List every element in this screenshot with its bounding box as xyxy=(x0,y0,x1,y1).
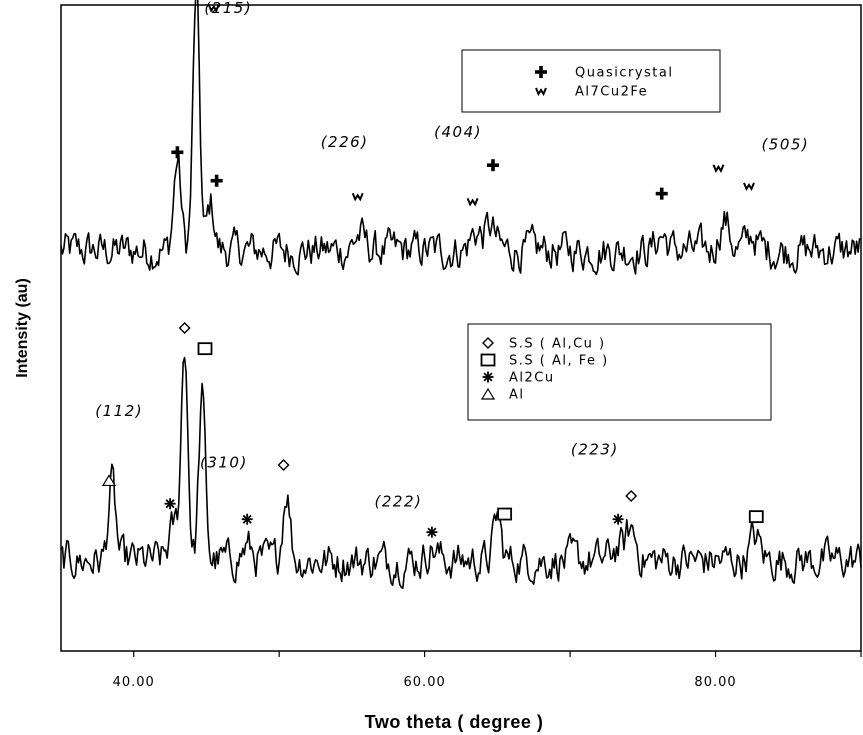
w-glyph xyxy=(535,87,547,97)
legend-entry-label: Al2Cu xyxy=(509,371,555,386)
diamond-glyph xyxy=(277,458,290,471)
star-ray xyxy=(427,527,437,537)
star-marker xyxy=(426,526,438,538)
legend-entry-label: Al7Cu2Fe xyxy=(575,85,648,100)
w-glyph xyxy=(351,192,364,202)
w-marker xyxy=(207,4,220,13)
plus-bar-v xyxy=(175,146,180,159)
diamond-glyph xyxy=(482,337,494,349)
diamond-marker xyxy=(277,458,290,471)
miller-index-label: (310) xyxy=(200,454,248,472)
square-marker xyxy=(497,507,513,521)
star-marker xyxy=(482,371,494,383)
miller-index-label: (215) xyxy=(204,0,252,17)
series-line-2 xyxy=(60,356,862,590)
plus-bar-v xyxy=(659,187,664,200)
w-glyph xyxy=(466,197,479,207)
miller-index-label: (404) xyxy=(434,123,482,141)
w-marker xyxy=(351,192,364,202)
triangle-glyph xyxy=(101,474,117,487)
star-marker xyxy=(612,513,624,525)
star-ray xyxy=(165,499,175,509)
plus-marker xyxy=(171,146,184,159)
diamond-marker xyxy=(178,322,191,334)
diamond-glyph xyxy=(625,489,638,502)
miller-index-label: (222) xyxy=(375,492,423,510)
plus-marker xyxy=(210,174,223,187)
star-marker xyxy=(164,498,176,510)
square-glyph xyxy=(197,342,213,356)
plot-frame xyxy=(60,4,862,652)
plus-bar-v xyxy=(539,66,543,78)
series-line-1 xyxy=(60,0,862,276)
diamond-marker xyxy=(482,337,494,349)
legend-bottom-box xyxy=(467,323,772,421)
marker-layer xyxy=(101,4,764,538)
legend-entry-label: S.S ( Al,Cu ) xyxy=(509,337,606,352)
square-glyph xyxy=(497,507,513,521)
legend-entry-label: Quasicrystal xyxy=(575,66,673,81)
plus-marker xyxy=(535,66,547,78)
x-axis-ticks: 40.00 60.00 80.00 xyxy=(113,651,862,690)
legend-top: Quasicrystal Al7Cu2Fe xyxy=(461,49,721,113)
plus-marker xyxy=(655,187,668,200)
w-marker xyxy=(743,182,755,192)
plus-bar-v xyxy=(491,159,495,172)
miller-index-label: (226) xyxy=(321,133,369,151)
series-layer xyxy=(60,0,862,590)
triangle-marker xyxy=(480,387,496,400)
x-axis-label: Two theta ( degree ) xyxy=(365,712,544,732)
miller-index-label: (112) xyxy=(95,402,143,420)
legend-bottom: S.S ( Al,Cu ) S.S ( Al, Fe ) Al2Cu Al xyxy=(467,323,772,421)
star-marker xyxy=(241,513,253,525)
w-glyph xyxy=(743,182,755,192)
x-tick-label: 40.00 xyxy=(113,675,155,690)
square-marker xyxy=(748,510,764,524)
diamond-marker xyxy=(625,489,638,502)
x-tick-label: 80.00 xyxy=(694,675,736,690)
w-marker xyxy=(535,87,547,97)
plus-bar-v xyxy=(214,174,219,187)
square-marker xyxy=(197,342,213,356)
star-ray xyxy=(242,514,252,524)
y-axis-label: Intensity (au) xyxy=(14,278,31,378)
triangle-glyph xyxy=(480,387,496,400)
diamond-glyph xyxy=(178,322,191,334)
star-ray xyxy=(613,514,623,524)
w-marker xyxy=(466,197,479,207)
star-ray xyxy=(483,372,493,382)
square-marker xyxy=(480,353,496,367)
w-glyph xyxy=(207,4,220,13)
x-tick-label: 60.00 xyxy=(404,675,446,690)
w-glyph xyxy=(712,164,725,173)
legend-entry-label: S.S ( Al, Fe ) xyxy=(509,354,609,369)
w-marker xyxy=(712,164,725,173)
triangle-marker xyxy=(101,474,117,487)
square-glyph xyxy=(480,353,496,367)
miller-index-label: (505) xyxy=(761,136,809,154)
plus-marker xyxy=(487,159,499,172)
miller-index-label: (223) xyxy=(571,441,619,459)
square-glyph xyxy=(748,510,764,524)
legend-top-box xyxy=(461,49,721,113)
legend-entry-label: Al xyxy=(509,388,525,403)
